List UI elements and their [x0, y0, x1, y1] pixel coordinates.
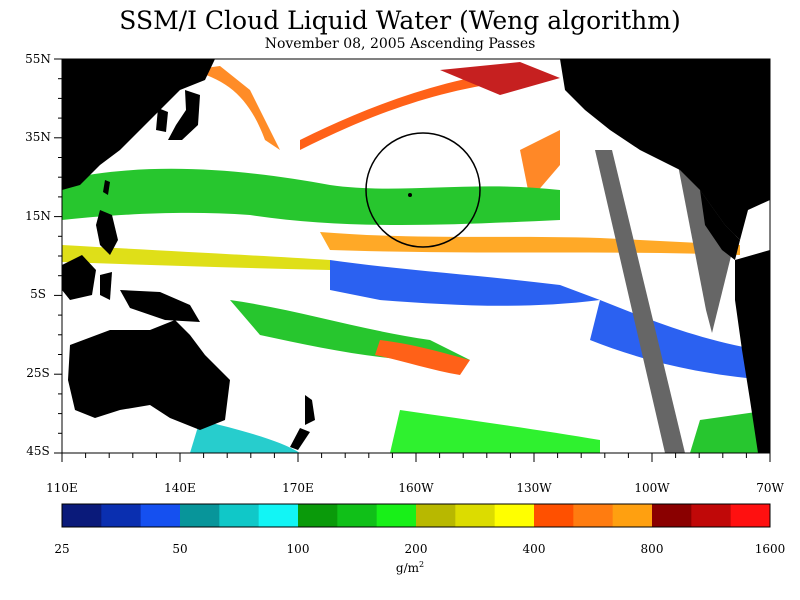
colorbar-tick-label: 200: [405, 542, 428, 556]
land-philippines: [96, 210, 118, 255]
cloud-band: [330, 260, 600, 306]
map-panel: [62, 59, 770, 453]
cloud-band: [190, 66, 280, 150]
colorbar-swatch: [337, 504, 378, 527]
lat-label: 5S: [30, 287, 46, 301]
cloud-band: [375, 340, 470, 375]
lon-label: 70W: [756, 481, 784, 495]
colorbar-swatch: [534, 504, 574, 527]
colorbar-unit-exponent: 2: [419, 560, 424, 569]
lon-label: 140E: [164, 481, 196, 495]
colorbar-swatch: [455, 504, 496, 527]
land-new-guinea: [120, 290, 200, 322]
cloud-band: [690, 410, 770, 453]
longitude-axis: 110E 140E 170E 160W 130W 100W 70W: [46, 453, 784, 495]
land-south-america: [735, 250, 770, 453]
land-taiwan: [103, 180, 110, 195]
lat-label: 55N: [25, 52, 51, 66]
colorbar-swatch: [219, 504, 260, 527]
colorbar-swatch: [652, 504, 692, 527]
land-borneo: [62, 255, 96, 300]
land-central-america: [700, 190, 740, 260]
colorbar-swatch: [62, 504, 102, 527]
colorbar-swatch: [612, 504, 653, 527]
land-japan: [168, 90, 200, 140]
colorbar-tick-label: 25: [54, 542, 69, 556]
land-north-america: [560, 59, 770, 240]
colorbar-swatch: [180, 504, 220, 527]
lat-label: 45S: [26, 444, 50, 458]
colorbar-frame: [61, 503, 771, 528]
colorbar-swatch: [140, 504, 181, 527]
colorbar-unit: g/m2: [396, 560, 424, 575]
lat-label: 25S: [26, 366, 50, 380]
colorbar-swatch: [298, 504, 338, 527]
colorbar-tick-label: 100: [287, 542, 310, 556]
map-title: SSM/I Cloud Liquid Water (Weng algorithm…: [119, 6, 681, 35]
lon-label: 110E: [46, 481, 78, 495]
colorbar-swatch: [258, 504, 299, 527]
colorbar-swatch: [573, 504, 614, 527]
cloud-band: [520, 130, 560, 200]
colorbar-tick-label: 800: [641, 542, 664, 556]
map-subtitle: November 08, 2005 Ascending Passes: [264, 36, 536, 52]
lat-label: 15N: [25, 209, 51, 223]
colorbar-unit-base: g/m: [396, 561, 420, 575]
land-new-zealand: [290, 428, 310, 450]
land-australia: [68, 320, 230, 430]
land-new-zealand: [305, 395, 315, 425]
land-asia: [62, 59, 215, 190]
colorbar-swatch: [730, 504, 771, 527]
colorbar-tick-label: 1600: [755, 542, 786, 556]
lon-label: 100W: [634, 481, 670, 495]
colorbar: [62, 504, 771, 527]
cloud-band: [390, 410, 600, 453]
colorbar-swatch: [691, 504, 732, 527]
colorbar-tick-label: 50: [172, 542, 187, 556]
colorbar-ticks: 25 50 100 200 400 800 1600: [54, 542, 785, 556]
itcz-band: [62, 245, 330, 270]
no-data-swath-gap: [595, 150, 685, 453]
lon-label: 170E: [282, 481, 314, 495]
lat-label: 35N: [25, 130, 51, 144]
cloud-band: [440, 62, 560, 95]
cloud-band: [62, 168, 560, 225]
colorbar-swatch: [101, 504, 142, 527]
latitude-axis: 55N 35N 15N 5S 25S 45S: [25, 52, 62, 458]
land-masses: [62, 59, 770, 453]
lon-label: 160W: [398, 481, 434, 495]
colorbar-swatch: [494, 504, 535, 527]
land-hawaii: [408, 193, 412, 197]
land-korea: [156, 108, 168, 132]
colorbar-swatch: [416, 504, 456, 527]
colorbar-tick-label: 400: [523, 542, 546, 556]
colorbar-swatch: [376, 504, 417, 527]
land-sulawesi: [100, 272, 112, 300]
highlight-circle: [365, 132, 481, 248]
cloud-band: [190, 420, 300, 453]
lon-label: 130W: [516, 481, 552, 495]
